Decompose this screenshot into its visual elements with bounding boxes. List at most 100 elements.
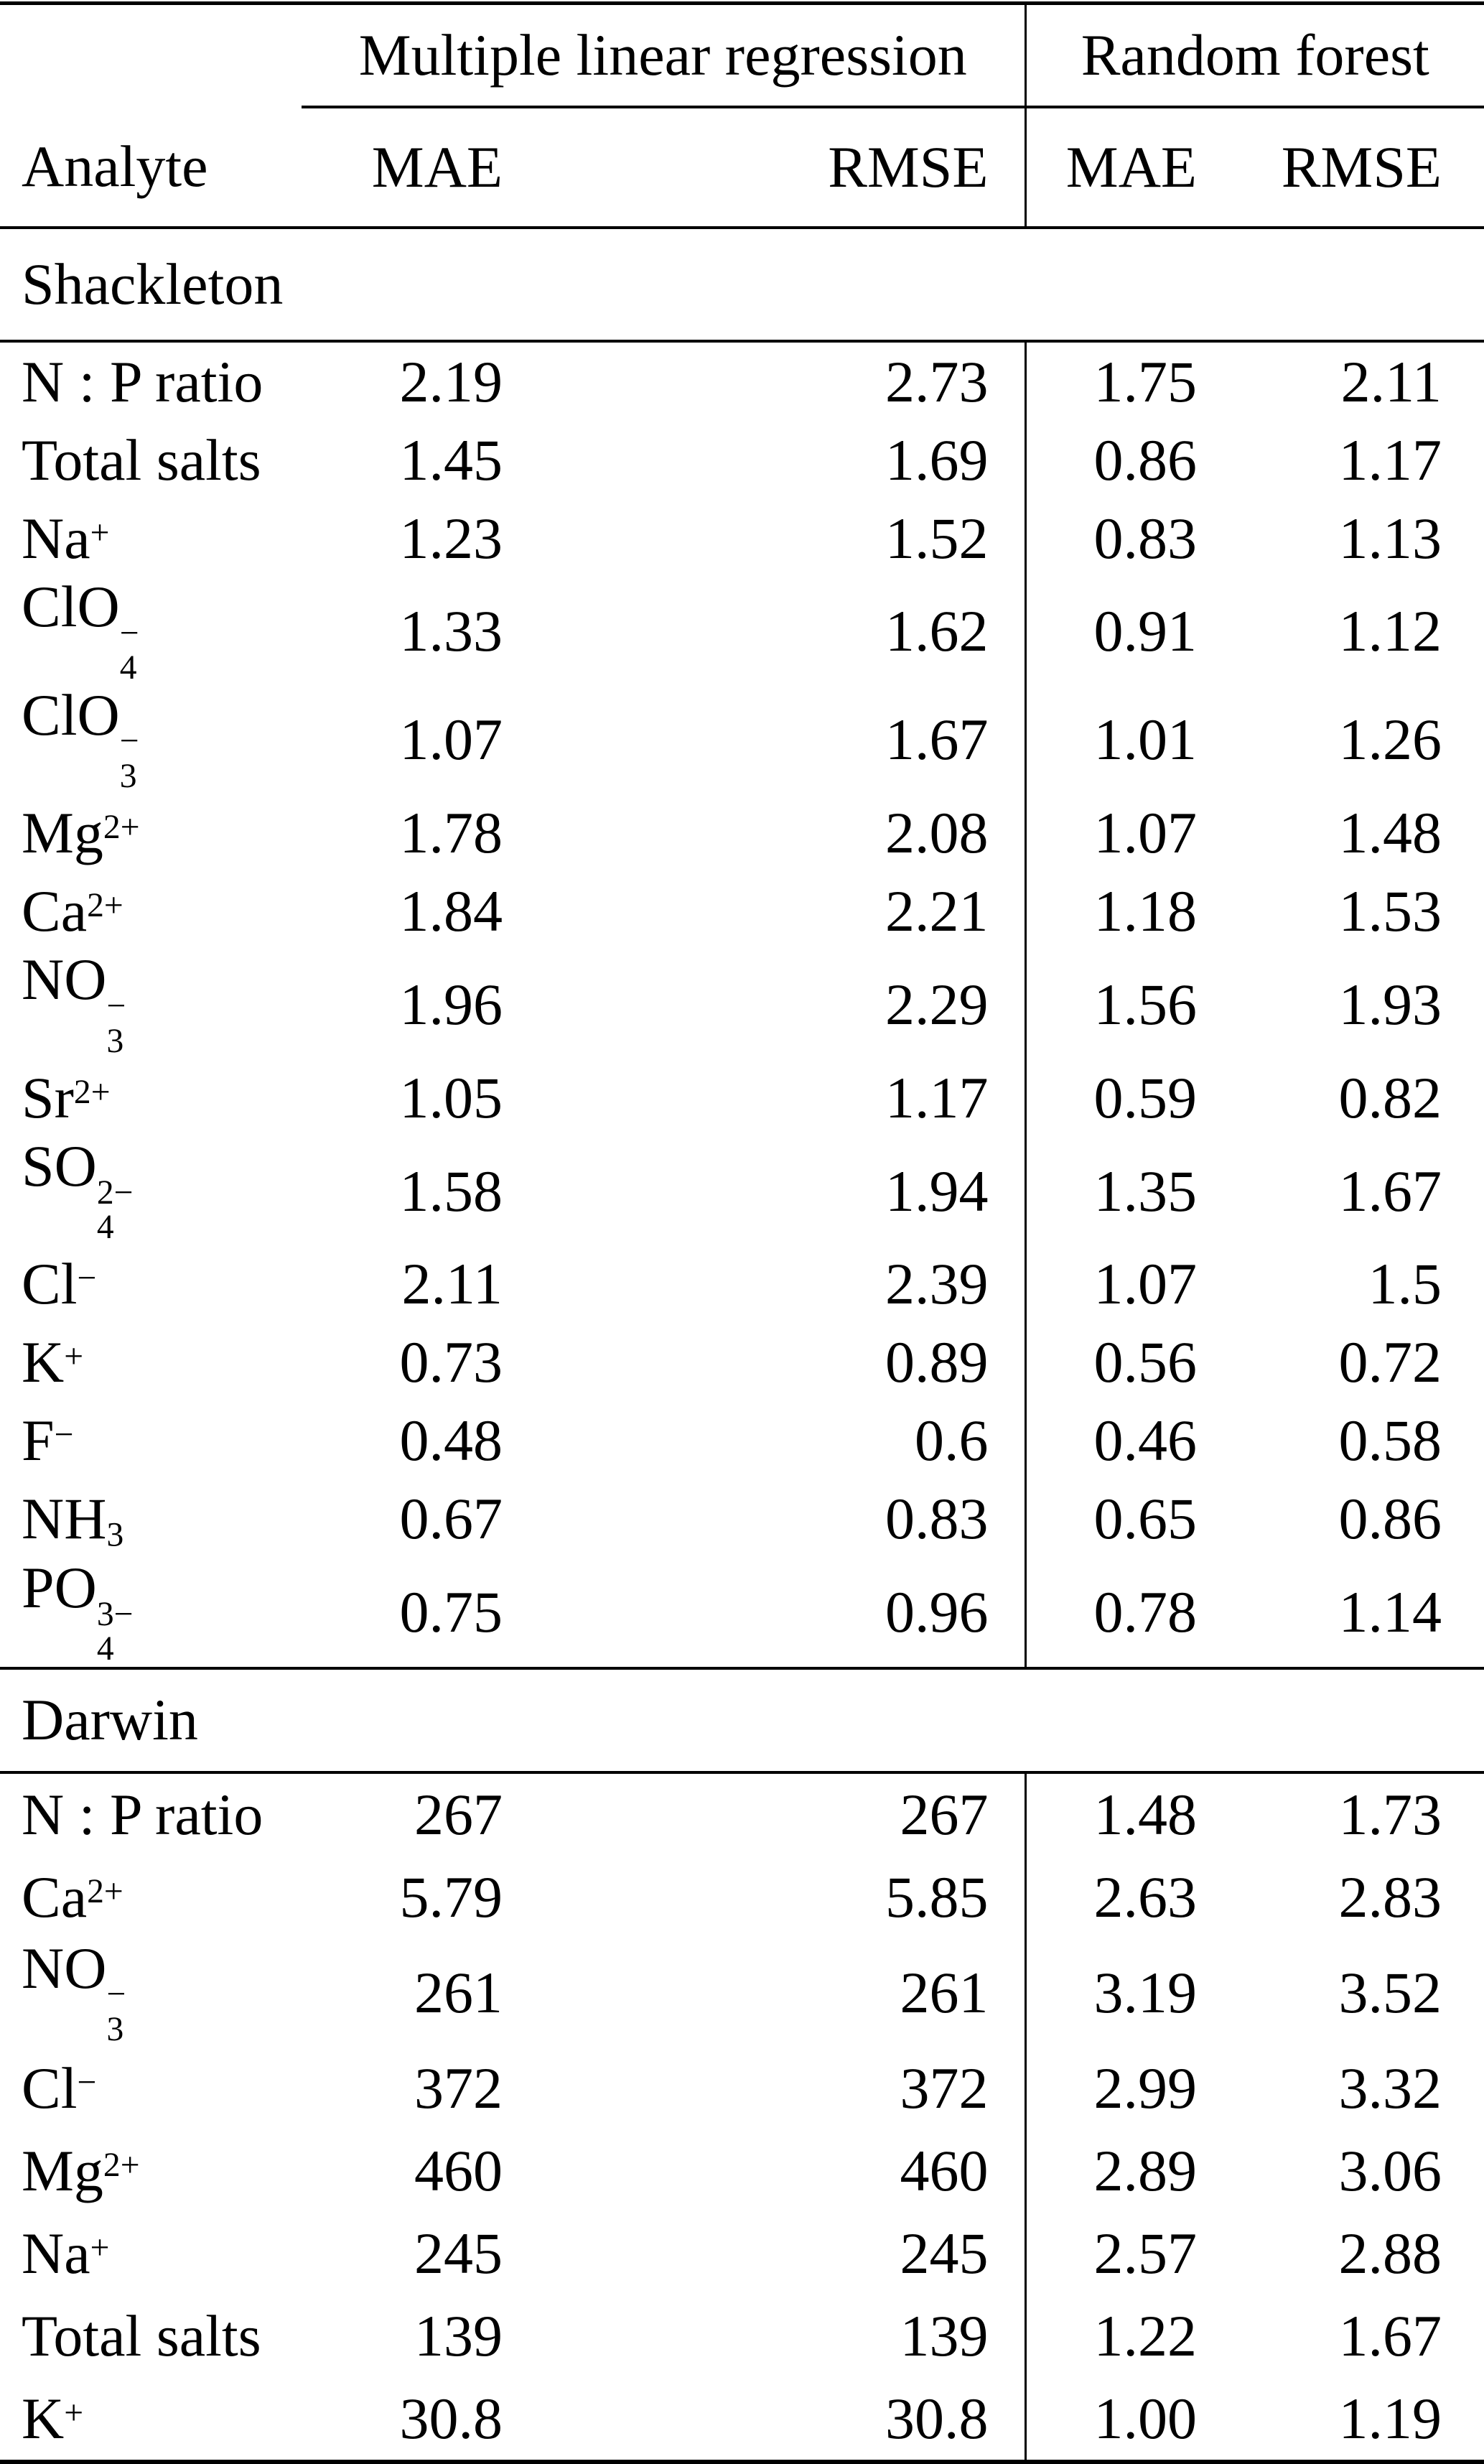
table-body: Shackleton N : P ratio 2.19 2.73 1.75 2.11 Tot…: [0, 228, 1484, 2463]
rf-rmse-value: 1.67: [1338, 2302, 1442, 2368]
analyte-name: Sr: [22, 1064, 74, 1130]
rf-mae-value: 2.89: [1024, 2129, 1198, 2213]
mlr-rmse-value: 139: [900, 2302, 989, 2368]
mlr-rmse-value: 1.17: [885, 1064, 989, 1130]
ion-superscript: 2+: [87, 886, 123, 924]
rf-mae-value: 1.22: [1024, 2295, 1198, 2378]
rf-mae-value: 0.56: [1024, 1323, 1198, 1402]
rf-rmse-value: 1.19: [1338, 2385, 1442, 2451]
ion-superscript: 2+: [103, 808, 140, 846]
rf-rmse-value: 2.88: [1338, 2220, 1442, 2286]
mlr-rmse-value: 2.21: [885, 878, 989, 944]
ion-charge-stack: −3: [106, 1977, 126, 2047]
rf-mae-value: 1.00: [1024, 2377, 1198, 2463]
group-header-rf: Random forest: [1024, 3, 1484, 108]
rf-rmse-value: 1.73: [1338, 1782, 1442, 1848]
analyte-name: ClO: [22, 682, 120, 748]
analyte-cell: F−: [0, 1402, 302, 1480]
analyte-name: ClO: [22, 574, 120, 639]
ion-superscript: +: [64, 2394, 84, 2432]
table-row: Na+ 1.23 1.52 0.83 1.13: [0, 499, 1484, 577]
mlr-mae-value: 2.11: [401, 1251, 503, 1317]
mlr-rmse-value: 372: [900, 2055, 989, 2121]
column-header-rf-mae: MAE: [1024, 107, 1198, 229]
ion-charge-stack: 2− 4: [97, 1176, 134, 1245]
rf-rmse-value: 0.72: [1338, 1329, 1442, 1395]
rf-mae-value: 0.91: [1024, 577, 1198, 686]
analyte-name: NH: [22, 1486, 107, 1552]
mlr-mae-value: 1.07: [399, 707, 503, 773]
column-header-analyte: Analyte: [0, 107, 302, 229]
table-row: Cl− 372 372 2.99 3.32: [0, 2047, 1484, 2130]
analyte-name: N : P ratio: [22, 348, 263, 414]
ion-superscript: 2+: [87, 1873, 123, 1911]
rf-mae-value: 1.56: [1024, 950, 1198, 1059]
analyte-name: N : P ratio: [22, 1782, 263, 1848]
table-row: K+ 0.73 0.89 0.56 0.72: [0, 1323, 1484, 1402]
analyte-cell: PO 3− 4: [0, 1558, 302, 1668]
mlr-mae-value: 139: [414, 2302, 503, 2368]
analyte-cell: K+: [0, 2377, 302, 2462]
mlr-mae-value: 1.78: [399, 799, 503, 865]
corner-cell: [0, 4, 302, 108]
ion-superscript: −: [77, 1260, 97, 1298]
analyte-cell: Cl−: [0, 2047, 302, 2129]
ion-subscript: 3: [119, 757, 137, 795]
table-row: N : P ratio 267 267 1.48 1.73: [0, 1772, 1484, 1856]
ion-subscript: 3: [106, 2010, 124, 2048]
mlr-mae-value: 1.96: [399, 971, 503, 1037]
analyte-name: NO: [22, 947, 107, 1013]
mlr-mae-value: 372: [414, 2055, 503, 2121]
mlr-mae-value: 1.84: [399, 878, 503, 944]
column-header-mlr-mae: MAE: [302, 107, 503, 229]
analyte-name: Total salts: [22, 2302, 261, 2368]
mlr-rmse-value: 245: [900, 2220, 989, 2286]
rf-rmse-value: 1.93: [1338, 971, 1442, 1037]
section-label-shackleton: Shackleton: [0, 228, 1484, 343]
analyte-cell: Mg2+: [0, 794, 302, 872]
table-row: Ca2+ 5.79 5.85 2.63 2.83: [0, 1856, 1484, 1939]
group-header-mlr: Multiple linear regression: [302, 3, 1026, 108]
ion-superscript: −: [54, 1416, 74, 1454]
rf-rmse-value: 1.67: [1338, 1158, 1442, 1224]
analyte-name: Total salts: [22, 427, 261, 493]
rf-rmse-value: 2.83: [1338, 1864, 1442, 1930]
table-row: Mg2+ 1.78 2.08 1.07 1.48: [0, 794, 1484, 873]
section-row: Darwin: [0, 1666, 1484, 1774]
analyte-cell: Total salts: [0, 421, 302, 499]
rf-mae-value: 1.35: [1024, 1137, 1198, 1245]
analyte-cell: Ca2+: [0, 872, 302, 950]
rf-rmse-value: 1.12: [1338, 598, 1442, 664]
rf-mae-value: 1.07: [1024, 1245, 1198, 1324]
ion-subscript: 4: [96, 1630, 114, 1668]
column-header-row: Analyte MAE RMSE MAE RMSE: [0, 107, 1484, 229]
analyte-name: PO: [22, 1554, 97, 1620]
analyte-cell: Total salts: [0, 2295, 302, 2377]
mlr-rmse-value: 2.39: [885, 1251, 989, 1317]
analyte-name: NO: [22, 1935, 107, 2001]
ion-subscript: 3: [106, 1516, 124, 1554]
rf-rmse-value: 0.86: [1338, 1486, 1442, 1552]
analyte-name: Na: [22, 505, 90, 571]
mlr-mae-value: 0.73: [399, 1329, 503, 1395]
rf-mae-value: 0.59: [1024, 1059, 1198, 1138]
ion-superscript: −: [119, 614, 139, 652]
table-row: Cl− 2.11 2.39 1.07 1.5: [0, 1245, 1484, 1324]
analyte-name: Cl: [22, 2055, 78, 2121]
mlr-mae-value: 267: [414, 1782, 503, 1848]
analyte-cell: NO −3: [0, 1938, 302, 2047]
analyte-name: Mg: [22, 2137, 103, 2203]
analyte-name: Ca: [22, 878, 88, 944]
mlr-mae-value: 0.67: [399, 1486, 503, 1552]
rf-rmse-value: 3.06: [1338, 2137, 1442, 2203]
analyte-name: K: [22, 1329, 65, 1395]
mlr-rmse-value: 0.89: [885, 1329, 989, 1395]
table-row: NO −3 261 261 3.19 3.52: [0, 1938, 1484, 2047]
mlr-rmse-value: 261: [900, 1959, 989, 2025]
rf-mae-value: 1.07: [1024, 794, 1198, 873]
analyte-cell: N : P ratio: [0, 1772, 302, 1856]
column-header-mlr-rmse: RMSE: [503, 107, 1026, 229]
table-row: K+ 30.8 30.8 1.00 1.19: [0, 2377, 1484, 2463]
mlr-mae-value: 1.58: [399, 1158, 503, 1224]
